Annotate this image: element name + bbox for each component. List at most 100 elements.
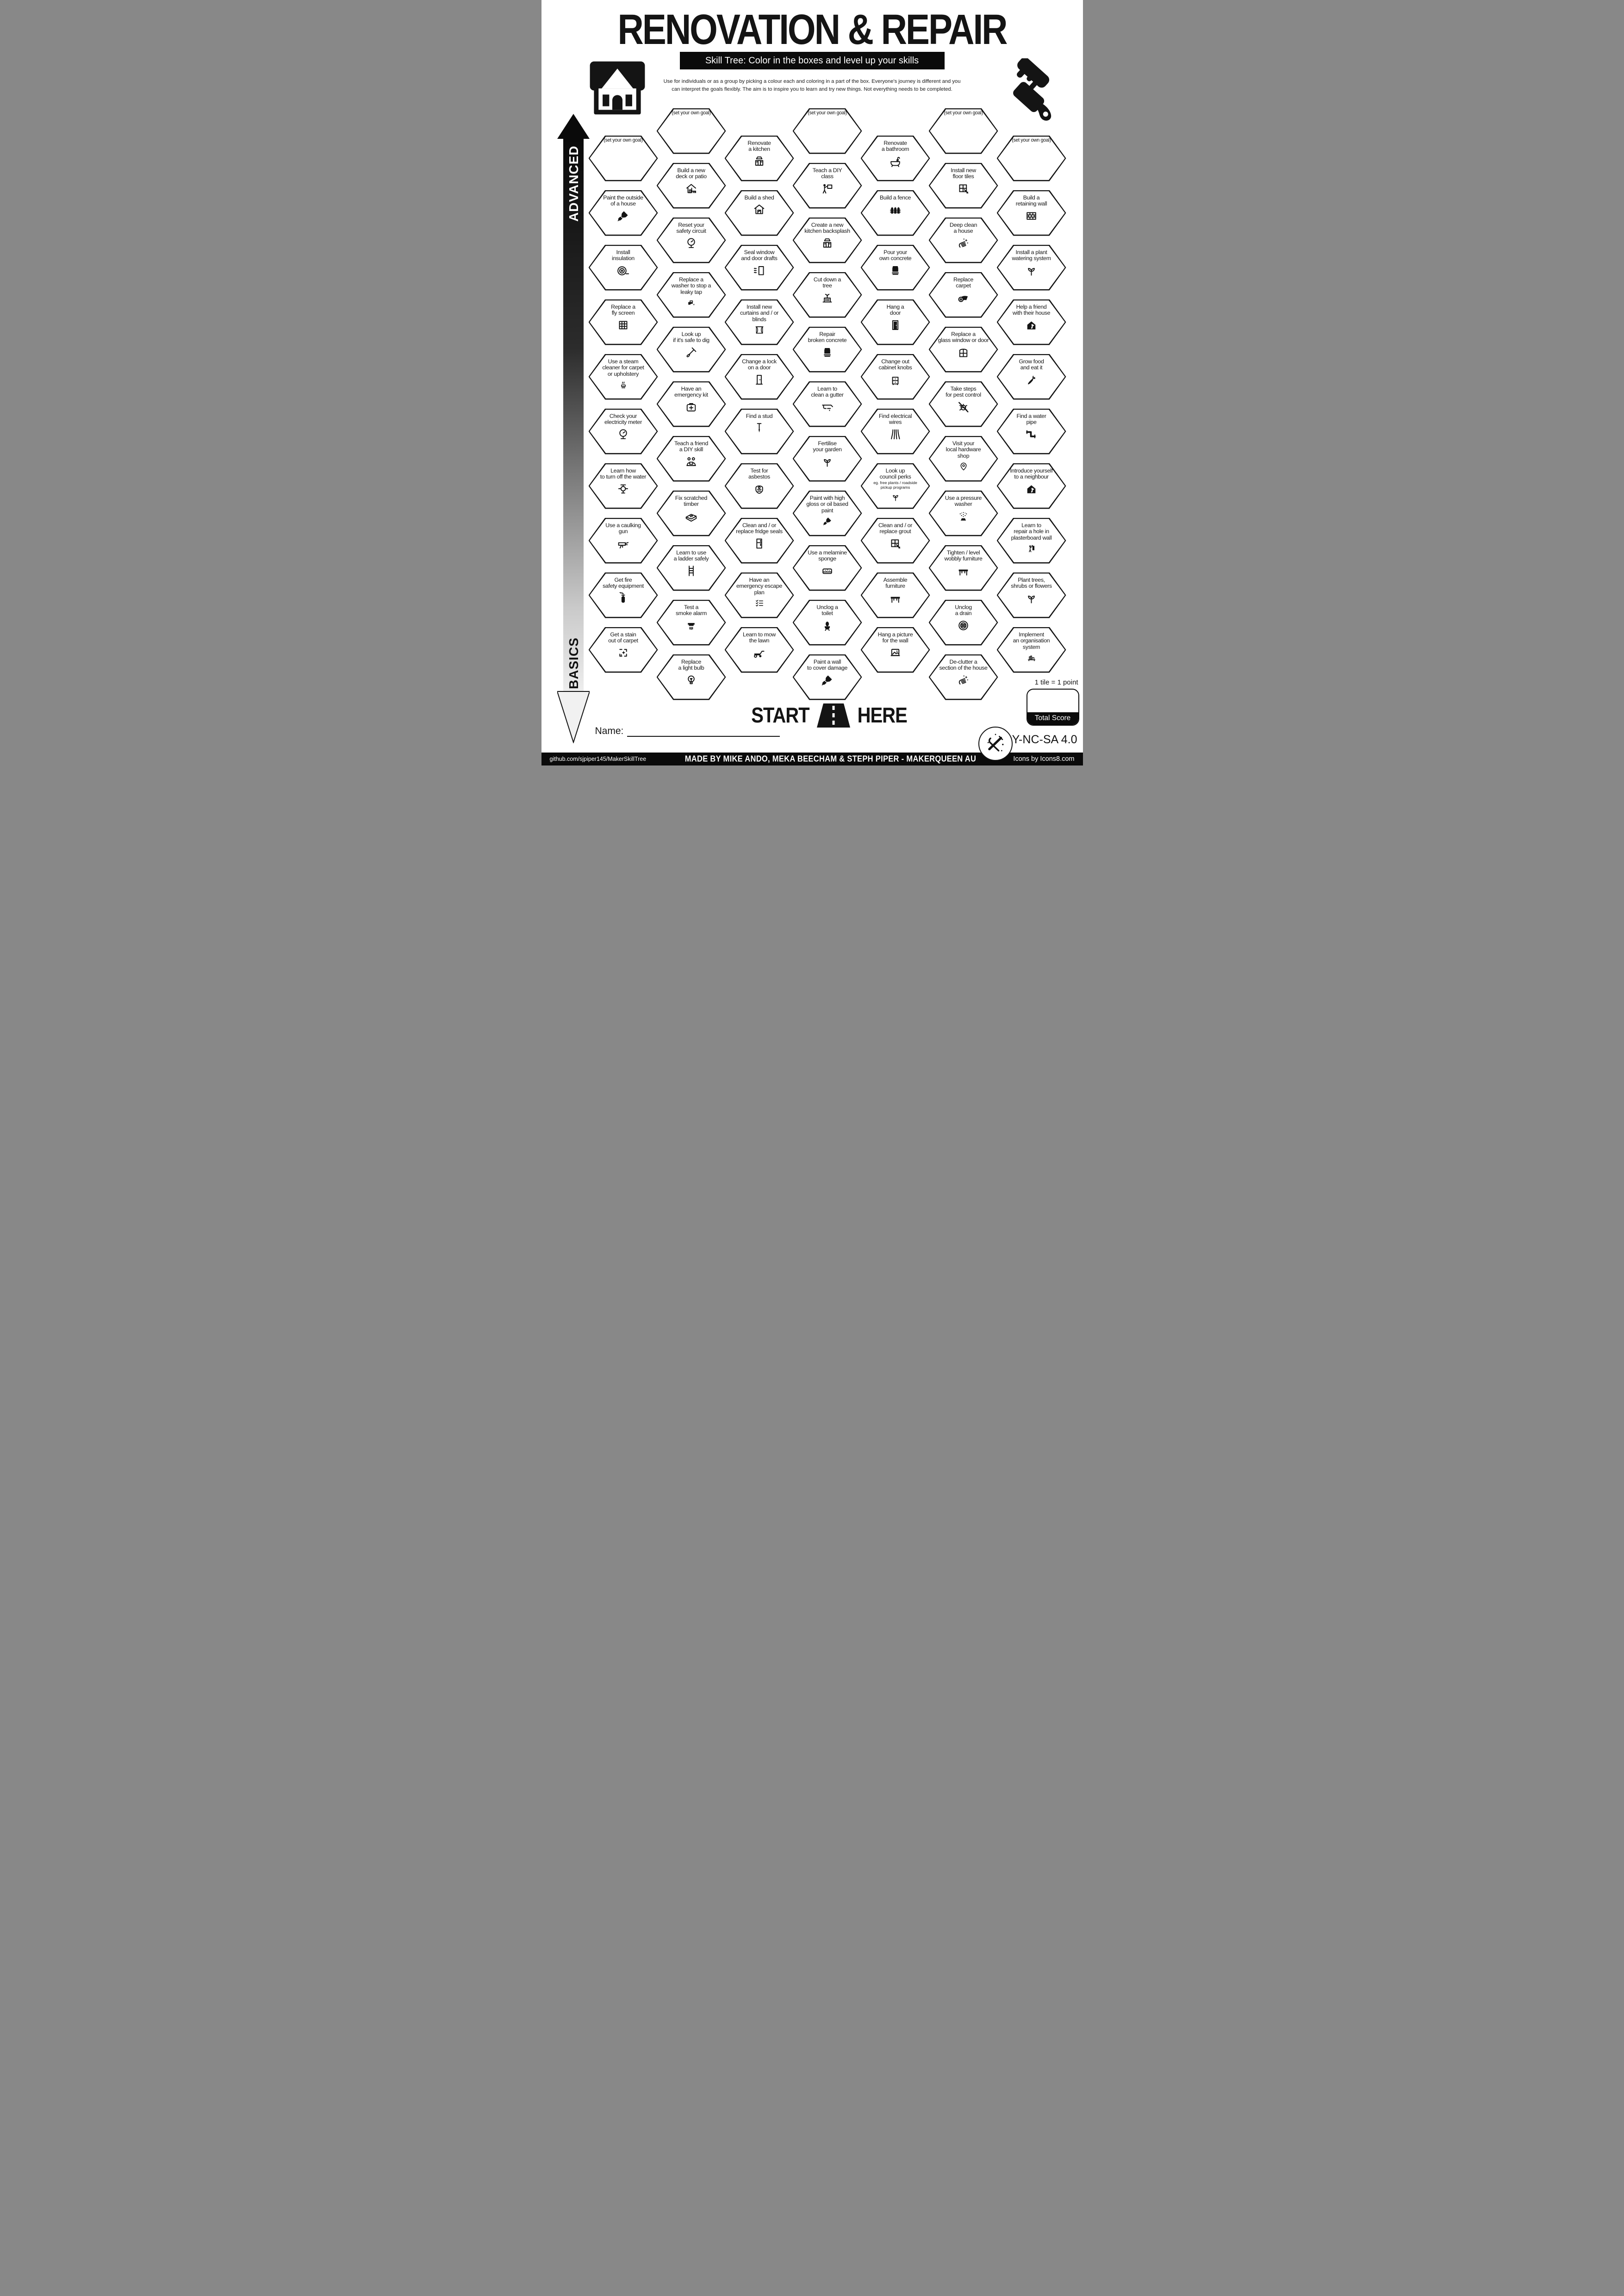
skill-tile[interactable]: Install insulation: [588, 244, 658, 291]
hex-fill: [726, 628, 793, 672]
hex-fill: [726, 137, 793, 180]
skill-tile[interactable]: Renovate a kitchen: [724, 135, 794, 181]
skill-tile[interactable]: Paint with high gloss or oil based paint: [792, 490, 862, 536]
skill-tile[interactable]: Learn to mow the lawn: [724, 627, 794, 673]
skill-tile[interactable]: Learn how to turn off the water: [588, 463, 658, 509]
hex-fill: [794, 273, 861, 317]
skill-tile[interactable]: Hang a door: [860, 299, 930, 345]
goal-tile[interactable]: (set your own goal): [588, 135, 658, 181]
skill-tile[interactable]: Replace a washer to stop a leaky tap: [656, 272, 726, 318]
skill-tile[interactable]: Change a lock on a door: [724, 354, 794, 400]
skill-tile[interactable]: Use a steam cleaner for carpet or uphols…: [588, 354, 658, 400]
skill-tile[interactable]: Test for asbestos: [724, 463, 794, 509]
skill-tile[interactable]: Install a plant watering system: [996, 244, 1066, 291]
timber-plank-icon: [684, 509, 698, 523]
skill-tile[interactable]: Use a caulking gun: [588, 517, 658, 564]
skill-tile[interactable]: Unclog a toilet: [792, 599, 862, 646]
score-entry-area[interactable]: [1027, 690, 1078, 712]
skill-tile[interactable]: Have an emergency kit: [656, 381, 726, 427]
skill-tile[interactable]: Teach a DIY class: [792, 162, 862, 209]
hex-fill: [794, 492, 861, 535]
name-input-line[interactable]: [627, 727, 780, 737]
tile-label: Install a plant watering system: [1012, 249, 1051, 262]
skill-tile[interactable]: Find a water pipe: [996, 408, 1066, 454]
skill-tile[interactable]: Create a new kitchen backsplash: [792, 217, 862, 263]
skill-tile[interactable]: Build a new deck or patio: [656, 162, 726, 209]
skill-tile[interactable]: Change out cabinet knobs: [860, 354, 930, 400]
skill-tile[interactable]: Visit your local hardware shop: [928, 436, 998, 482]
fence-icon: [888, 202, 902, 217]
skill-tile[interactable]: Install new curtains and / or blinds: [724, 299, 794, 345]
skill-tile[interactable]: Get fire safety equipment: [588, 572, 658, 618]
kitchen-cabinet-icon: [752, 154, 766, 168]
skill-tile[interactable]: Build a fence: [860, 190, 930, 236]
skill-tile[interactable]: Pour your own concrete: [860, 244, 930, 291]
skill-tile[interactable]: Introduce yourself to a neighbour: [996, 463, 1066, 509]
skill-tile[interactable]: Teach a friend a DIY skill: [656, 436, 726, 482]
tile-label: Find a stud: [746, 412, 773, 419]
skill-tile[interactable]: Clean and / or replace grout: [860, 517, 930, 564]
skill-tile[interactable]: Paint the outside of a house: [588, 190, 658, 236]
skill-tile[interactable]: Grow food and eat it: [996, 354, 1066, 400]
tile-label: Find electrical wires: [878, 412, 912, 426]
tile-label: Renovate a kitchen: [747, 139, 771, 153]
hex-fill: [930, 273, 997, 317]
skill-tile[interactable]: Repair broken concrete: [792, 326, 862, 373]
skill-tile[interactable]: Hang a picture for the wall: [860, 627, 930, 673]
skill-tile[interactable]: Learn to use a ladder safely: [656, 545, 726, 591]
skill-tile[interactable]: Test a smoke alarm: [656, 599, 726, 646]
skill-tile[interactable]: Build a shed: [724, 190, 794, 236]
skill-tile[interactable]: Replace carpet: [928, 272, 998, 318]
skill-tile[interactable]: Assemble furniture: [860, 572, 930, 618]
skill-tile[interactable]: Use a pressure washer: [928, 490, 998, 536]
checklist-icon: [754, 597, 765, 609]
skill-tile[interactable]: Use a melamine sponge: [792, 545, 862, 591]
skill-tile[interactable]: Look up if it's safe to dig: [656, 326, 726, 373]
skill-tile[interactable]: Build a retaining wall: [996, 190, 1066, 236]
skill-tile[interactable]: Clean and / or replace fridge seals: [724, 517, 794, 564]
goal-tile[interactable]: (set your own goal): [928, 108, 998, 154]
skill-tile[interactable]: De-clutter a section of the house: [928, 654, 998, 700]
skill-tile[interactable]: Reset your safety circuit: [656, 217, 726, 263]
skill-tile[interactable]: Install new floor tiles: [928, 162, 998, 209]
goal-tile[interactable]: (set your own goal): [996, 135, 1066, 181]
skill-tile[interactable]: Unclog a drain: [928, 599, 998, 646]
goal-tile[interactable]: (set your own goal): [656, 108, 726, 154]
skill-tile[interactable]: Replace a light bulb: [656, 654, 726, 700]
skill-tile[interactable]: Find electrical wires: [860, 408, 930, 454]
brick-wall-icon: [1024, 209, 1039, 223]
skill-tile[interactable]: Cut down a tree: [792, 272, 862, 318]
water-valve-icon: [616, 482, 630, 496]
skill-tile[interactable]: Fertilise your garden: [792, 436, 862, 482]
intro-description: Use for individuals or as a group by pic…: [663, 79, 961, 93]
door-icon: [888, 318, 902, 332]
meter-gauge-icon: [616, 427, 630, 442]
carpet-roll-icon: [956, 291, 971, 305]
skill-tile[interactable]: Renovate a bathroom: [860, 135, 930, 181]
skill-tile[interactable]: Learn to clean a gutter: [792, 381, 862, 427]
skill-tile[interactable]: Deep clean a house: [928, 217, 998, 263]
skill-tile[interactable]: Paint a wall to cover damage: [792, 654, 862, 700]
skill-tile[interactable]: Learn to repair a hole in plasterboard w…: [996, 517, 1066, 564]
skill-tile[interactable]: Check your electricity meter: [588, 408, 658, 454]
goal-tile[interactable]: (set your own goal): [792, 108, 862, 154]
tile-note: eg. free plants / roadside pickup progra…: [873, 480, 917, 490]
skill-tile[interactable]: Look up council perks eg. free plants / r…: [860, 463, 930, 509]
skill-tile[interactable]: Find a stud: [724, 408, 794, 454]
hex-fill: [862, 355, 929, 398]
skill-tile[interactable]: Take steps for pest control: [928, 381, 998, 427]
door-draft-icon: [752, 263, 766, 278]
gutter-icon: [820, 400, 834, 414]
skill-tile[interactable]: Plant trees, shrubs or flowers: [996, 572, 1066, 618]
skill-tile[interactable]: Get a stain out of carpet: [588, 627, 658, 673]
hex-fill: [590, 410, 657, 453]
skill-tile[interactable]: Seal window and door drafts: [724, 244, 794, 291]
skill-tile[interactable]: Help a friend with their house: [996, 299, 1066, 345]
skill-tile[interactable]: Have an emergency escape plan: [724, 572, 794, 618]
skill-tile[interactable]: Tighten / level wobbly furniture: [928, 545, 998, 591]
skill-tile[interactable]: Replace a fly screen: [588, 299, 658, 345]
skill-tile[interactable]: Implement an organisation system: [996, 627, 1066, 673]
skill-tile[interactable]: Fix scratched timber: [656, 490, 726, 536]
total-score-box[interactable]: Total Score: [1026, 689, 1079, 726]
skill-tile[interactable]: Replace a glass window or door: [928, 326, 998, 373]
